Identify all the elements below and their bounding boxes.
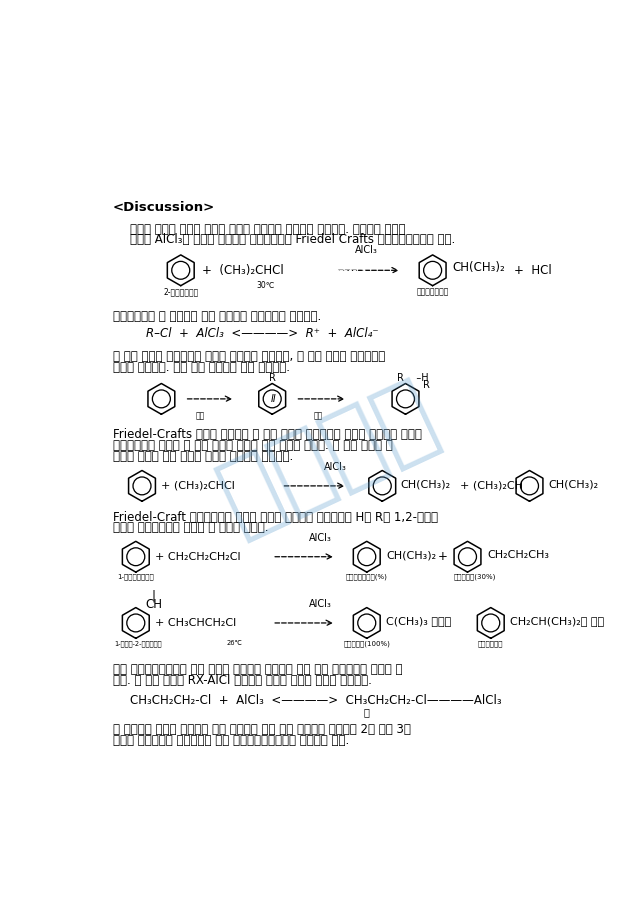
Text: ----->: -----> <box>336 263 367 277</box>
Text: 알지의 AlCl₃을 촉매로 사용하는 알킬화반응은 Friedel Crafts 알킬화반응이라고 한다.: 알지의 AlCl₃을 촉매로 사용하는 알킬화반응은 Friedel Craft… <box>129 233 455 246</box>
Text: 알킬화반응의 첫 단계에서 알킬 양이온이 전이좌체로 생성된다.: 알킬화반응의 첫 단계에서 알킬 양이온이 전이좌체로 생성된다. <box>113 310 321 323</box>
Text: 활성화시키기 때문에 두 번째 지환이 일어난 수가 있다는 점이다. 두 번째 지환을 억: 활성화시키기 때문에 두 번째 지환이 일어난 수가 있다는 점이다. 두 번째… <box>113 439 392 452</box>
Text: 1-클로로-2-이도프로폨: 1-클로로-2-이도프로폨 <box>115 640 162 646</box>
Text: 이소프로필(100%): 이소프로필(100%) <box>343 640 390 646</box>
Text: R: R <box>423 380 430 390</box>
Text: 위의 자리음걸림반응은 쉽게 카르븜 양이온이 만들어지 않는 입체 장애가있는 알킬의 예: 위의 자리음걸림반응은 쉽게 카르븜 양이온이 만들어지 않는 입체 장애가있는… <box>113 663 402 676</box>
Text: 이탈이 일어는다. 반응 결과 생성물은 다시 벤지이다.: 이탈이 일어는다. 반응 결과 생성물은 다시 벤지이다. <box>113 361 289 374</box>
Text: 두 번째 단계는 전자지제가 벤줶을 공격하는 단계이고, 세 번째 단계는 수소이용의: 두 번째 단계는 전자지제가 벤줶을 공격하는 단계이고, 세 번째 단계는 수… <box>113 350 385 364</box>
Text: CH₂CH₂CH₃: CH₂CH₂CH₃ <box>487 550 549 560</box>
Text: 이소부틸벤젬: 이소부틸벤젬 <box>478 640 504 646</box>
Text: 느린: 느린 <box>195 411 205 420</box>
Text: AlCl₃: AlCl₃ <box>309 533 332 543</box>
Text: 미리보기: 미리보기 <box>205 367 451 547</box>
Text: +: + <box>438 550 448 563</box>
Text: +  HCl: + HCl <box>514 263 552 277</box>
Text: CH(CH₃)₂: CH(CH₃)₂ <box>401 480 451 490</box>
Text: 이소프로필벤젬(%): 이소프로필벤젬(%) <box>346 574 388 580</box>
Text: 프로필벤젬(30%): 프로필벤젬(30%) <box>454 574 497 580</box>
Text: AlCl₃: AlCl₃ <box>324 462 347 472</box>
Text: |: | <box>152 590 156 603</box>
Text: 제하기 위해서 등분 방랑의 말향족 화합물을 사용한다.: 제하기 위해서 등분 방랑의 말향족 화합물을 사용한다. <box>113 450 293 462</box>
Text: 1-클로로프로필렌: 1-클로로프로필렌 <box>117 574 154 580</box>
Text: 빠른: 빠른 <box>314 411 323 420</box>
Text: + CH₃CHCH₂Cl: + CH₃CHCH₂Cl <box>155 618 236 628</box>
Text: CH(CH₃)₂: CH(CH₃)₂ <box>386 550 436 560</box>
Text: + (CH₃)₂CH: + (CH₃)₂CH <box>460 481 523 491</box>
Text: 수소프로필벤젬: 수소프로필벤젬 <box>417 287 449 296</box>
Text: 2-클로로프로폨: 2-클로로프로폨 <box>163 287 198 296</box>
Text: 이다. 이 경우 아마도 RX-AlCl 신합체를 통해서 진행될 것으로 생각된다.: 이다. 이 경우 아마도 RX-AlCl 신합체를 통해서 진행될 것으로 생각… <box>113 674 371 687</box>
Text: 이 신합체는 벤지와 반응하여 자리 음걸림은 하지 않은 생성물을 반들거나 2자 혹은 3자: 이 신합체는 벤지와 반응하여 자리 음걸림은 하지 않은 생성물을 반들거나 … <box>113 723 410 736</box>
Text: CH₂CH(CH₃)₂은 아님: CH₂CH(CH₃)₂은 아님 <box>510 616 604 626</box>
Text: CH(CH₃)₂: CH(CH₃)₂ <box>548 480 598 490</box>
Text: 으로써 자리음걸림이 일어난 수 있다는 것이다.: 으로써 자리음걸림이 일어난 수 있다는 것이다. <box>113 521 268 534</box>
Text: Friedel-Craft 알킬화반응의 또다른 문제는 공서하는 전전자제가 H나 R가 1,2-이동함: Friedel-Craft 알킬화반응의 또다른 문제는 공서하는 전전자제가 … <box>113 510 438 523</box>
Text: + (CH₃)₂CHCl: + (CH₃)₂CHCl <box>161 481 236 491</box>
Text: AlCl₃: AlCl₃ <box>309 599 332 609</box>
Text: C(CH₃)₃ 이라고: C(CH₃)₃ 이라고 <box>386 616 451 626</box>
Text: R–Cl  +  AlCl₃  <————>  R⁺  +  AlCl₄⁻: R–Cl + AlCl₃ <————> R⁺ + AlCl₄⁻ <box>146 328 378 340</box>
Text: II: II <box>271 394 276 404</box>
Text: R: R <box>269 374 276 384</box>
Text: AlCl₃: AlCl₃ <box>355 245 378 255</box>
Text: CH: CH <box>145 597 162 611</box>
Text: 열: 열 <box>364 708 370 718</box>
Text: R    –H: R –H <box>397 374 429 384</box>
Text: 벤지의 알킬화 반응은 고리의 수소를 알킬기로 지우하는 반응이다. 할로겠화 알킬과: 벤지의 알킬화 반응은 고리의 수소를 알킬기로 지우하는 반응이다. 할로겠화… <box>129 223 405 235</box>
Text: CH(CH₃)₂: CH(CH₃)₂ <box>452 262 505 274</box>
Text: CH₃CH₂CH₂-Cl  +  AlCl₃  <————>  CH₃CH₂CH₂-Cl————AlCl₃: CH₃CH₂CH₂-Cl + AlCl₃ <————> CH₃CH₂CH₂-Cl… <box>129 694 501 707</box>
Text: Friedel-Crafts 알킬화 반응에서 한 가지 문제는 벤지고리에 지우는 알킬기가 고리를: Friedel-Crafts 알킬화 반응에서 한 가지 문제는 벤지고리에 지… <box>113 428 421 441</box>
Text: +  (CH₃)₂CHCl: + (CH₃)₂CHCl <box>202 263 284 277</box>
Text: 카르븜 양이온으로 자리음걸림 하여 자리음걸림생성물을 생성하게 된다.: 카르븜 양이온으로 자리음걸림 하여 자리음걸림생성물을 생성하게 된다. <box>113 734 349 747</box>
Text: <Discussion>: <Discussion> <box>113 201 215 214</box>
Text: 26℃: 26℃ <box>227 640 243 646</box>
Text: 30℃: 30℃ <box>257 281 275 291</box>
Text: + CH₂CH₂CH₂Cl: + CH₂CH₂CH₂Cl <box>155 552 241 562</box>
